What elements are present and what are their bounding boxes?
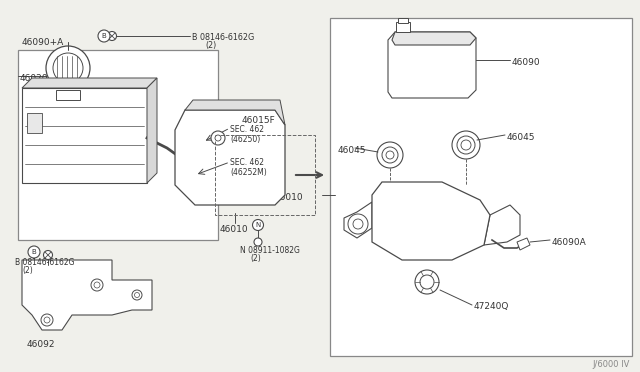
Text: N: N [255,222,260,228]
Circle shape [377,142,403,168]
Circle shape [392,195,412,215]
Polygon shape [147,78,157,183]
Circle shape [44,317,50,323]
Circle shape [433,186,451,204]
Text: 46010: 46010 [275,193,303,202]
Circle shape [397,200,407,210]
Bar [22,88,147,183]
Polygon shape [175,110,285,205]
Text: B 08146-6162G: B 08146-6162G [192,33,254,42]
Polygon shape [344,202,372,238]
Polygon shape [517,238,530,250]
Circle shape [413,241,431,259]
Circle shape [438,191,446,199]
Bar [18,50,218,240]
Circle shape [234,154,256,176]
Circle shape [453,241,461,249]
Circle shape [41,314,53,326]
Text: B 08146-6162G: B 08146-6162G [15,258,74,267]
Circle shape [215,135,221,141]
Circle shape [415,270,439,294]
Circle shape [449,237,465,253]
Text: 46090+A: 46090+A [22,38,64,47]
Circle shape [253,219,264,231]
Circle shape [53,53,83,83]
Text: (46250): (46250) [230,135,260,144]
Circle shape [134,292,140,298]
Text: 46045: 46045 [507,133,536,142]
Circle shape [28,116,42,130]
Circle shape [459,202,475,218]
Circle shape [353,219,363,229]
Polygon shape [388,32,476,98]
Bar [398,18,408,23]
Text: 47240Q: 47240Q [474,302,509,311]
Text: 46090A: 46090A [552,238,587,247]
Circle shape [239,159,251,171]
Text: 46092: 46092 [27,340,56,349]
Text: (2): (2) [250,254,260,263]
Circle shape [98,30,110,42]
Polygon shape [22,78,157,88]
Circle shape [211,131,225,145]
Circle shape [44,250,52,260]
Text: B: B [31,249,36,255]
Text: SEC. 462: SEC. 462 [230,158,264,167]
Circle shape [452,131,480,159]
Bar [215,135,315,215]
Text: SEC. 462: SEC. 462 [230,125,264,134]
Text: 46015F: 46015F [242,116,276,125]
Polygon shape [372,182,490,260]
Polygon shape [22,260,152,330]
Circle shape [132,290,142,300]
Circle shape [91,279,103,291]
Bar [27,113,42,133]
Text: B: B [102,33,106,39]
Text: (46252M): (46252M) [230,168,267,177]
Circle shape [386,151,394,159]
Circle shape [420,275,434,289]
Circle shape [382,147,398,163]
Circle shape [46,46,90,90]
Circle shape [417,245,427,255]
Circle shape [94,282,100,288]
Circle shape [108,32,116,41]
Circle shape [199,154,211,166]
Circle shape [457,136,475,154]
Polygon shape [484,205,520,245]
Circle shape [28,246,40,258]
Circle shape [463,206,471,214]
Text: 46010: 46010 [220,225,248,234]
Text: (2): (2) [22,266,33,275]
Text: J/6000 IV: J/6000 IV [593,360,630,369]
Text: (2): (2) [205,41,216,50]
Circle shape [461,140,471,150]
Polygon shape [185,100,285,125]
Text: 46020: 46020 [20,74,49,83]
Circle shape [194,149,216,171]
Polygon shape [392,32,476,45]
Text: 46090: 46090 [512,58,541,67]
Polygon shape [396,22,410,32]
Circle shape [348,214,368,234]
Bar [56,90,80,100]
Circle shape [254,238,262,246]
Text: N 08911-1082G: N 08911-1082G [240,246,300,255]
Bar [330,18,632,356]
Text: 46045: 46045 [338,146,367,155]
